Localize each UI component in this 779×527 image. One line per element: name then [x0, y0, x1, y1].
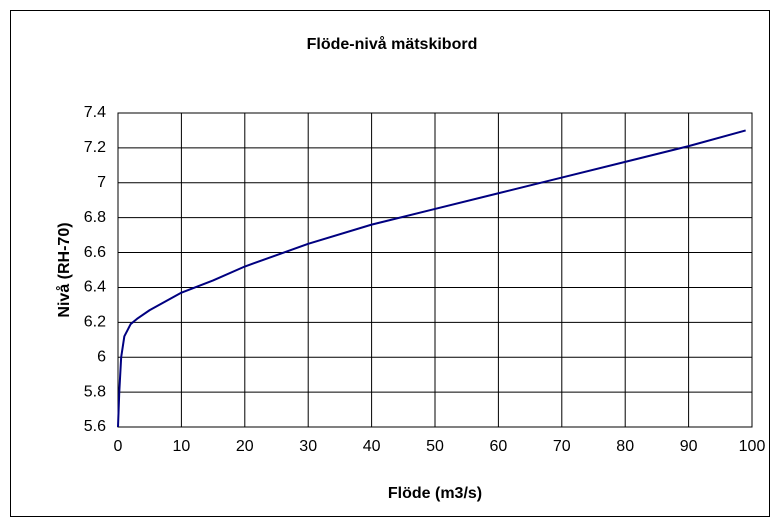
- data-line: [117, 129, 746, 428]
- x-tick-label: 10: [173, 438, 191, 455]
- x-tick-label: 50: [426, 438, 444, 455]
- x-tick-label: 70: [553, 438, 571, 455]
- x-tick-label: 0: [114, 438, 123, 455]
- y-tick-label: 6.8: [84, 209, 106, 226]
- y-tick-label: 6.6: [84, 244, 106, 261]
- x-tick-label: 60: [490, 438, 508, 455]
- y-tick-label: 5.6: [84, 418, 106, 435]
- x-axis-title: Flöde (m3/s): [388, 485, 482, 502]
- x-tick-label: 80: [616, 438, 634, 455]
- y-tick-label: 7.2: [84, 139, 106, 156]
- y-tick-label: 7: [97, 174, 106, 191]
- x-tick-label: 30: [299, 438, 317, 455]
- y-tick-label: 6: [97, 348, 106, 365]
- x-tick-label: 90: [680, 438, 698, 455]
- y-tick-label: 7.4: [84, 104, 106, 121]
- x-tick-label: 100: [739, 438, 766, 455]
- y-tick-label: 6.2: [84, 314, 106, 331]
- y-tick-label: 5.8: [84, 383, 106, 400]
- chart-title: Flöde-nivå mätskibord: [307, 35, 478, 53]
- y-tick-label: 6.4: [84, 279, 106, 296]
- x-tick-label: 40: [363, 438, 381, 455]
- x-tick-label: 20: [236, 438, 254, 455]
- y-axis-title: Nivå (RH-70): [55, 222, 73, 317]
